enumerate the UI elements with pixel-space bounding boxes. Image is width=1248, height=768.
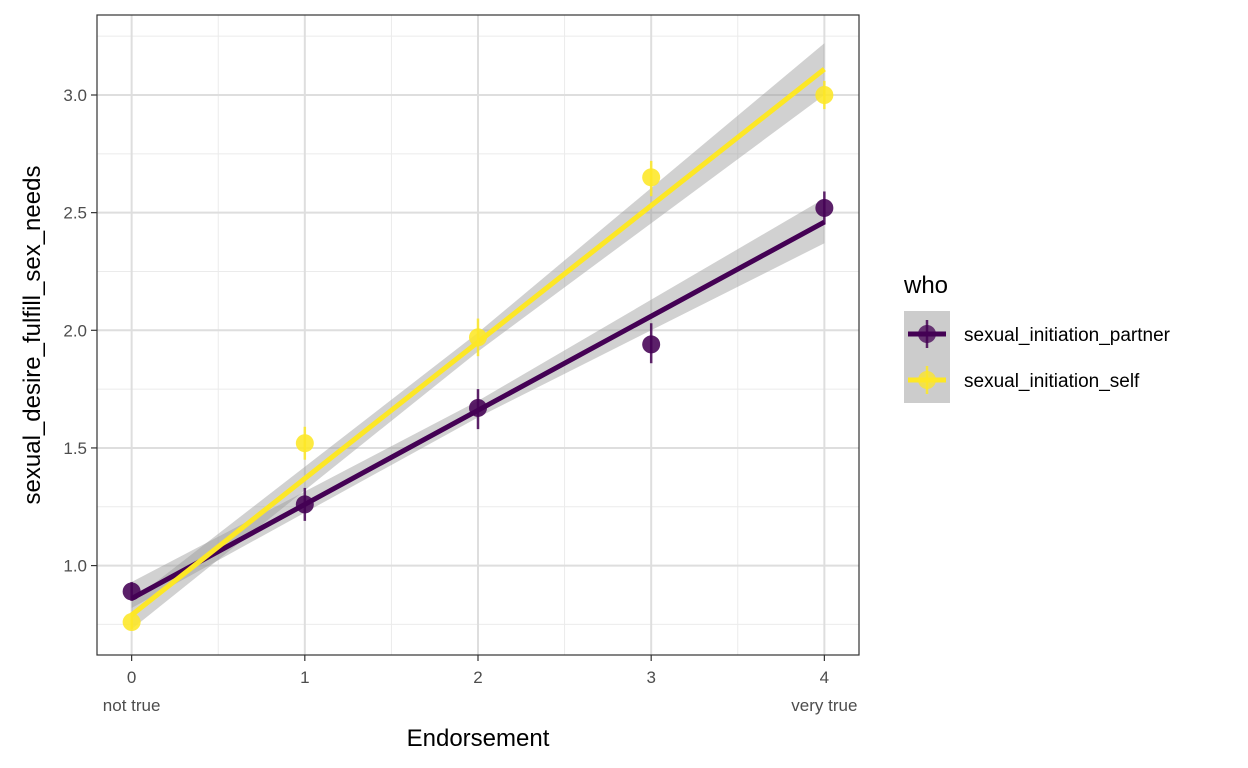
y-axis-ticks: 1.0 1.5 2.0 2.5 3.0	[63, 86, 97, 576]
x-tick-label: 2	[473, 668, 482, 687]
legend-label: sexual_initiation_self	[964, 371, 1140, 392]
legend-key-point	[918, 325, 936, 343]
x-tick-label: 3	[646, 668, 655, 687]
x-tick-label: 4	[820, 668, 829, 687]
legend-title: who	[903, 272, 948, 299]
data-points	[122, 86, 834, 632]
y-tick-label: 2.5	[63, 204, 87, 223]
x-tick-sublabel: very true	[791, 696, 857, 715]
data-point	[122, 613, 141, 632]
data-point	[642, 335, 661, 354]
y-tick-label: 1.5	[63, 439, 87, 458]
data-point	[122, 582, 141, 601]
data-point	[815, 86, 834, 104]
data-point	[642, 168, 661, 187]
data-point	[815, 198, 834, 217]
data-point	[295, 434, 314, 453]
data-point	[469, 328, 487, 347]
legend: who sexual_initiation_partner sexual_init…	[903, 272, 1171, 403]
data-point	[295, 495, 314, 514]
y-tick-label: 2.0	[63, 321, 87, 340]
data-point	[469, 398, 487, 417]
legend-label: sexual_initiation_partner	[964, 325, 1171, 346]
y-tick-label: 3.0	[63, 86, 87, 105]
x-axis-title: Endorsement	[407, 725, 550, 752]
x-tick-label: 0	[127, 668, 136, 687]
y-axis-title: sexual_desire_fulfill_sex_needs	[19, 166, 46, 505]
x-tick-sublabel: not true	[103, 696, 161, 715]
x-tick-label: 1	[300, 668, 309, 687]
x-axis-ticks: 0 1 2 3 4 not true very true	[103, 655, 857, 715]
y-tick-label: 1.0	[63, 557, 87, 576]
legend-key-point	[918, 371, 936, 389]
